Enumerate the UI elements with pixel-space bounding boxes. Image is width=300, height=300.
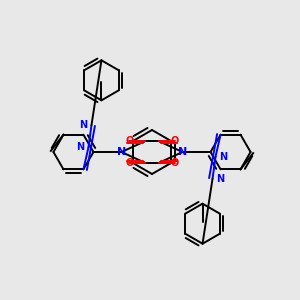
Text: O: O	[170, 158, 179, 168]
Text: N: N	[80, 120, 88, 130]
Text: N: N	[76, 142, 85, 152]
Text: N: N	[220, 152, 228, 162]
Text: N: N	[178, 147, 187, 157]
Text: O: O	[125, 158, 134, 168]
Text: N: N	[217, 174, 225, 184]
Text: O: O	[125, 136, 134, 146]
Text: N: N	[117, 147, 126, 157]
Text: O: O	[170, 136, 179, 146]
